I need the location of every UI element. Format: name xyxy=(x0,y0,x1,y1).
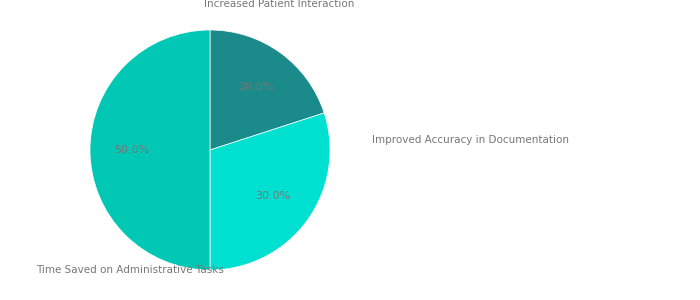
Text: 30.0%: 30.0% xyxy=(256,191,290,201)
Text: 20.0%: 20.0% xyxy=(238,82,274,92)
Text: Improved Accuracy in Documentation: Improved Accuracy in Documentation xyxy=(372,135,569,146)
Text: 50.0%: 50.0% xyxy=(114,145,150,155)
Text: Increased Patient Interaction: Increased Patient Interaction xyxy=(204,0,354,9)
Wedge shape xyxy=(90,30,210,270)
Wedge shape xyxy=(210,113,330,270)
Wedge shape xyxy=(210,30,324,150)
Text: Time Saved on Administrative Tasks: Time Saved on Administrative Tasks xyxy=(36,265,224,275)
